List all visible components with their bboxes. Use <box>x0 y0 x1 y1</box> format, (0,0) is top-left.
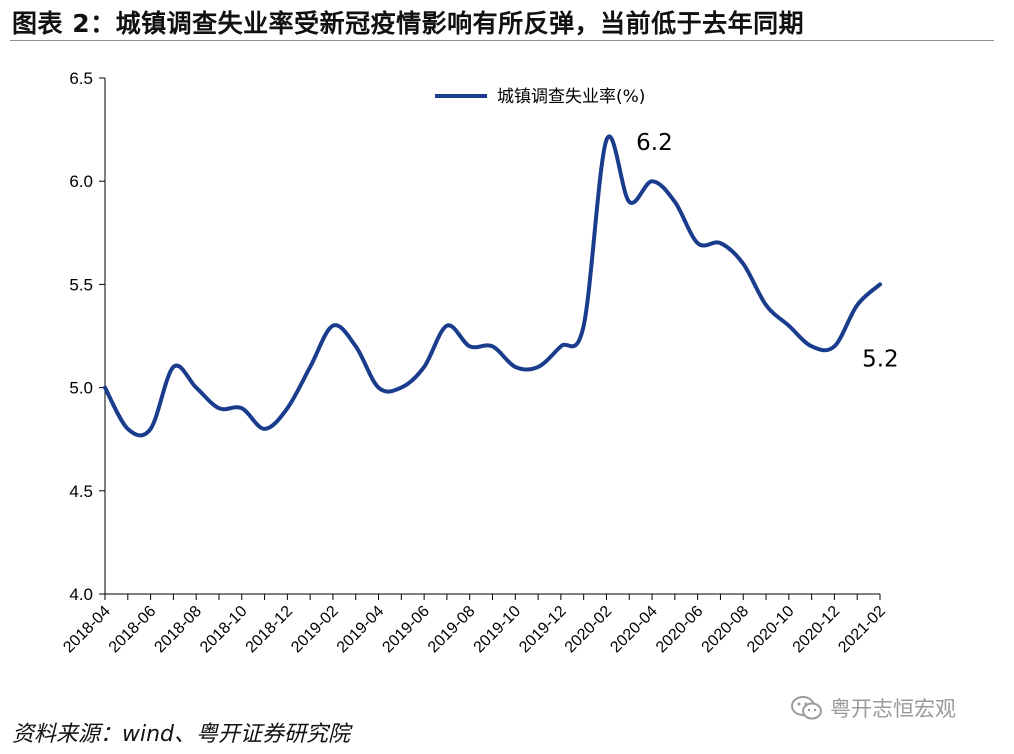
x-tick-label: 2020-08 <box>699 603 753 657</box>
series-line <box>103 134 882 438</box>
data-point <box>240 406 244 410</box>
x-tick-label: 2020-04 <box>607 603 661 657</box>
data-point <box>627 200 631 204</box>
data-point <box>399 386 403 390</box>
data-point <box>718 241 722 245</box>
x-tick-label: 2020-10 <box>744 603 798 657</box>
page-title: 图表 2：城镇调查失业率受新冠疫情影响有所反弹，当前低于去年同期 <box>12 9 805 38</box>
data-point <box>810 344 814 348</box>
legend-label: 城镇调查失业率(%) <box>497 87 645 107</box>
data-point <box>149 427 153 431</box>
watermark: 粤开志恒宏观 <box>790 693 956 723</box>
line-chart: 4.0 4.5 5.0 5.5 6.0 6.5 2018-042018-062018-08… <box>60 69 899 657</box>
legend: 城镇调查失业率(%) <box>435 87 645 107</box>
y-tick-label: 5.0 <box>69 379 93 398</box>
data-point <box>377 386 381 390</box>
data-point <box>673 200 677 204</box>
data-point <box>468 344 472 348</box>
data-point <box>354 344 358 348</box>
data-point <box>103 386 107 390</box>
data-point <box>536 365 540 369</box>
data-point <box>263 427 267 431</box>
data-label: 5.2 <box>862 346 899 372</box>
x-tick-label: 2018-04 <box>60 603 114 657</box>
data-point <box>126 427 130 431</box>
x-tick-label: 2018-12 <box>243 603 297 657</box>
y-tick-label: 4.0 <box>69 585 93 604</box>
x-tick-label: 2021-02 <box>835 603 889 657</box>
y-axis: 4.0 4.5 5.0 5.5 6.0 6.5 <box>69 69 106 604</box>
data-point <box>422 365 426 369</box>
data-point <box>513 365 517 369</box>
x-tick-label: 2018-06 <box>106 603 160 657</box>
x-tick-label: 2019-12 <box>516 603 570 657</box>
plot-area <box>103 134 882 438</box>
x-axis: 2018-042018-062018-082018-102018-122019-… <box>60 593 889 657</box>
watermark-text: 粤开志恒宏观 <box>830 697 956 721</box>
data-point <box>171 365 175 369</box>
data-point <box>764 303 768 307</box>
x-tick-label: 2019-04 <box>334 603 388 657</box>
data-point <box>741 262 745 266</box>
x-tick-label: 2019-10 <box>471 603 525 657</box>
x-tick-label: 2019-02 <box>288 603 342 657</box>
x-tick-label: 2020-12 <box>790 603 844 657</box>
data-point <box>308 365 312 369</box>
data-point <box>559 344 563 348</box>
y-tick-label: 6.0 <box>69 172 93 191</box>
x-tick-label: 2020-02 <box>562 603 616 657</box>
y-tick-label: 4.5 <box>69 482 93 501</box>
title-divider <box>10 40 994 41</box>
data-point <box>855 303 859 307</box>
data-point <box>787 324 791 328</box>
data-point <box>878 282 882 286</box>
x-tick-label: 2020-06 <box>653 603 707 657</box>
data-point <box>604 138 608 142</box>
x-tick-label: 2019-08 <box>425 603 479 657</box>
data-point <box>285 406 289 410</box>
source-note: 资料来源：wind、粤开证券研究院 <box>12 722 351 747</box>
x-tick-label: 2018-10 <box>197 603 251 657</box>
data-point <box>832 344 836 348</box>
x-tick-label: 2019-06 <box>379 603 433 657</box>
data-label: 6.2 <box>636 130 673 156</box>
data-point <box>650 179 654 183</box>
x-tick-label: 2018-08 <box>151 603 205 657</box>
data-point <box>194 386 198 390</box>
data-point <box>696 241 700 245</box>
data-point <box>582 324 586 328</box>
data-point <box>445 324 449 328</box>
y-tick-label: 5.5 <box>69 275 93 294</box>
data-point <box>491 344 494 348</box>
wechat-icon <box>791 696 822 720</box>
annotations: 6.2 5.2 <box>636 130 899 372</box>
y-tick-label: 6.5 <box>69 69 93 88</box>
data-point <box>217 406 221 410</box>
data-point <box>331 324 335 328</box>
